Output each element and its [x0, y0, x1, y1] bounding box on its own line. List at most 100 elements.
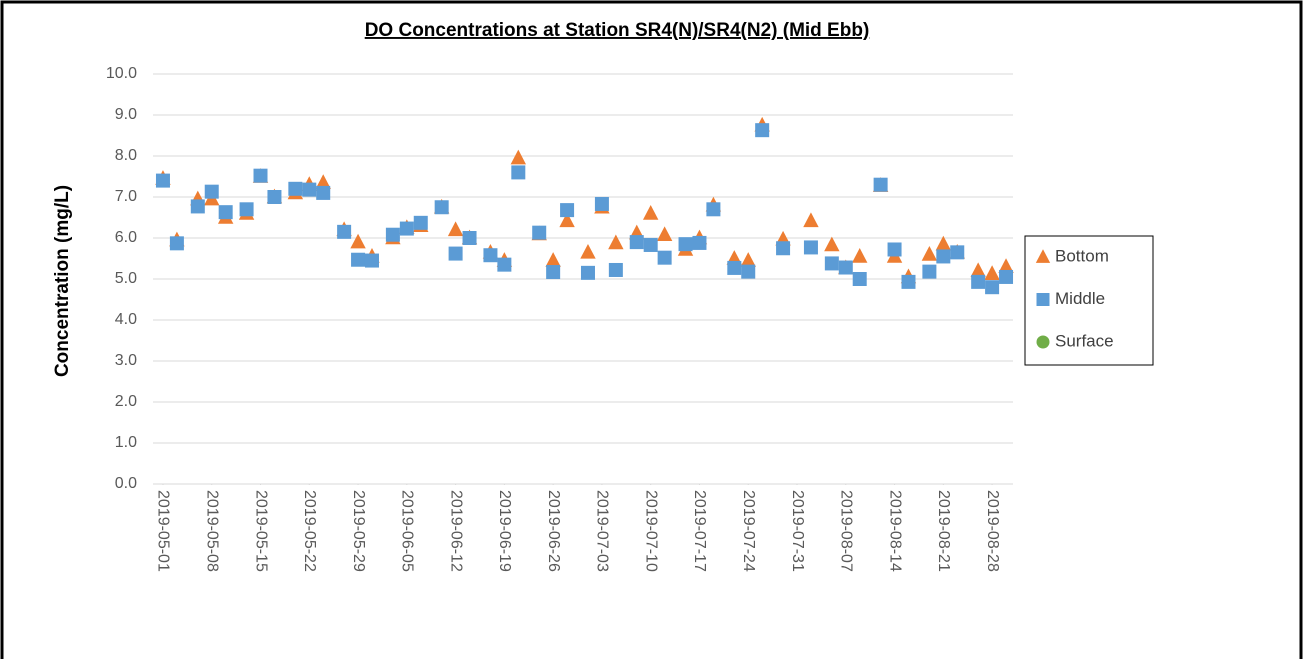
- marker: [267, 190, 282, 204]
- x-tick-label: 2019-08-28: [984, 490, 1001, 572]
- x-tick-label: 2019-08-14: [886, 490, 903, 572]
- legend-marker: [1036, 293, 1050, 306]
- marker: [511, 165, 526, 180]
- marker: [351, 252, 366, 267]
- marker: [190, 199, 205, 214]
- marker: [740, 252, 756, 267]
- legend-marker: [1035, 249, 1051, 263]
- marker: [643, 237, 658, 252]
- legend-label: Middle: [1055, 289, 1105, 308]
- marker: [560, 203, 575, 218]
- x-tick-label: 2019-07-31: [789, 490, 806, 572]
- marker: [935, 235, 952, 251]
- y-tick-label: 0.0: [115, 475, 137, 492]
- marker: [629, 235, 644, 250]
- x-tick-label: 2019-05-29: [350, 490, 367, 572]
- marker: [741, 264, 756, 279]
- marker: [824, 236, 840, 252]
- marker: [887, 242, 902, 257]
- x-tick-label: 2019-06-12: [447, 490, 464, 572]
- marker: [316, 185, 331, 200]
- marker: [483, 248, 498, 263]
- marker: [727, 260, 742, 275]
- y-tick-label: 3.0: [115, 352, 137, 369]
- marker: [950, 245, 965, 260]
- marker: [315, 174, 331, 189]
- chart-title: DO Concentrations at Station SR4(N)/SR4(…: [365, 20, 870, 41]
- marker: [921, 246, 938, 261]
- marker: [337, 224, 352, 239]
- marker: [510, 149, 527, 165]
- x-tick-label: 2019-06-26: [545, 490, 562, 572]
- x-tick-label: 2019-05-01: [155, 490, 172, 572]
- y-tick-label: 9.0: [115, 106, 137, 123]
- marker: [545, 252, 561, 267]
- marker: [253, 168, 268, 183]
- marker: [532, 225, 547, 240]
- legend-label: Bottom: [1055, 246, 1109, 265]
- marker: [755, 123, 770, 138]
- marker: [218, 205, 233, 220]
- marker: [447, 221, 464, 237]
- x-tick-label: 2019-08-07: [838, 490, 855, 572]
- y-tick-label: 10.0: [106, 65, 137, 82]
- y-tick-label: 7.0: [115, 188, 137, 205]
- x-tick-label: 2019-07-24: [740, 490, 757, 572]
- marker: [169, 236, 184, 251]
- marker: [497, 257, 512, 272]
- marker: [546, 265, 561, 280]
- x-tick-label: 2019-08-21: [935, 490, 952, 572]
- marker: [803, 212, 819, 228]
- marker: [594, 196, 609, 211]
- marker: [852, 248, 868, 263]
- y-tick-label: 5.0: [115, 270, 137, 287]
- marker: [434, 200, 449, 215]
- marker: [399, 221, 414, 236]
- y-tick-label: 6.0: [115, 229, 137, 246]
- marker: [852, 272, 867, 286]
- legend-label: Surface: [1055, 331, 1114, 350]
- marker: [385, 227, 400, 242]
- marker: [580, 265, 595, 280]
- marker: [155, 173, 170, 188]
- x-tick-label: 2019-07-10: [642, 490, 659, 572]
- x-tick-label: 2019-06-19: [496, 490, 513, 572]
- x-tick-label: 2019-05-08: [204, 490, 221, 572]
- y-tick-label: 8.0: [115, 147, 137, 164]
- marker: [936, 249, 951, 264]
- marker: [448, 246, 463, 261]
- marker: [922, 264, 937, 279]
- x-tick-label: 2019-07-03: [594, 490, 611, 572]
- marker: [692, 235, 707, 250]
- marker: [350, 233, 366, 249]
- marker: [559, 212, 575, 228]
- marker: [803, 240, 818, 255]
- marker: [204, 184, 219, 199]
- marker: [901, 274, 916, 289]
- marker: [608, 262, 623, 277]
- marker: [608, 234, 624, 250]
- x-tick-label: 2019-06-05: [399, 490, 416, 572]
- marker: [971, 274, 986, 289]
- y-tick-label: 4.0: [115, 311, 137, 328]
- x-tick-label: 2019-07-17: [691, 490, 708, 572]
- marker: [984, 265, 1000, 280]
- marker: [776, 241, 791, 256]
- x-tick-label: 2019-05-22: [301, 490, 318, 572]
- marker: [413, 215, 428, 230]
- marker: [288, 181, 303, 196]
- marker: [838, 260, 853, 275]
- marker: [824, 256, 839, 271]
- y-axis-label: Concentration (mg/L): [52, 185, 73, 377]
- marker: [364, 253, 379, 268]
- marker: [462, 231, 477, 245]
- marker: [657, 250, 672, 265]
- y-tick-label: 1.0: [115, 434, 137, 451]
- marker: [970, 262, 986, 278]
- marker: [580, 243, 596, 259]
- marker: [999, 269, 1014, 284]
- marker: [302, 182, 317, 197]
- y-tick-label: 2.0: [115, 393, 137, 410]
